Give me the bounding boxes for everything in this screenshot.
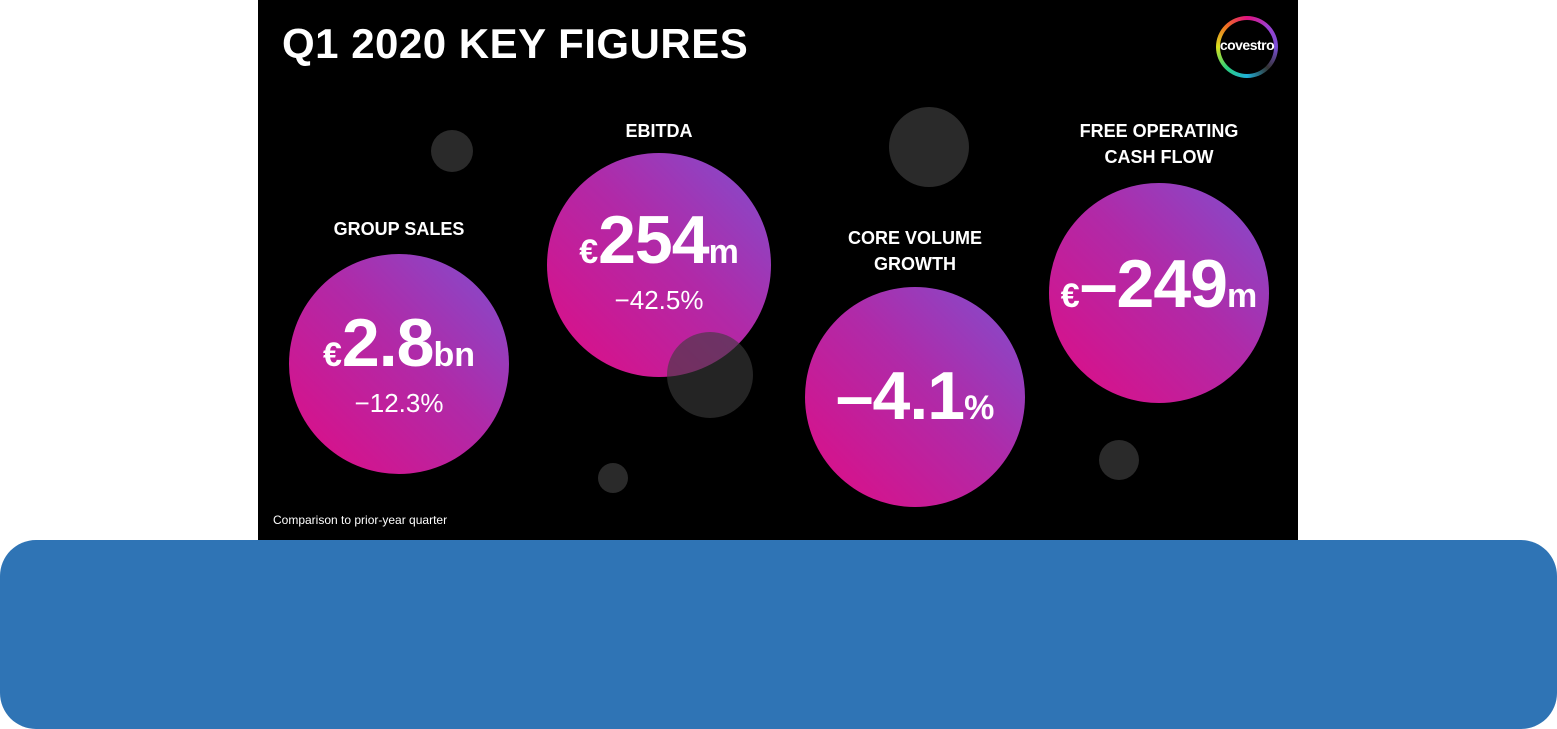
decorative-dot <box>667 332 753 418</box>
decorative-dot <box>889 107 969 187</box>
group-sales-change: −12.3% <box>354 388 444 418</box>
ebitda-value: 254 <box>598 202 709 278</box>
blue-panel <box>0 540 1557 729</box>
slide-title: Q1 2020 KEY FIGURES <box>282 20 749 67</box>
ebitda-label: EBITDA <box>625 121 693 141</box>
decorative-dot <box>598 463 628 493</box>
core-volume-growth-label: CORE VOLUME GROWTH <box>847 228 982 274</box>
group-sales-value: 2.8 <box>341 305 435 381</box>
decorative-dot <box>431 130 473 172</box>
currency: € <box>323 336 342 374</box>
core-volume-growth-value: –4.1 <box>835 358 965 434</box>
unit: bn <box>433 336 475 374</box>
unit: m <box>708 233 739 271</box>
group-sales-label: GROUP SALES <box>333 219 465 239</box>
ebitda-bubble: €254 m −42.5% <box>547 153 771 377</box>
decorative-dot <box>1099 440 1139 480</box>
unit: % <box>964 389 995 427</box>
focf-bubble: € –249 m <box>1049 183 1269 403</box>
group-sales-bubble: €2.8 bn −12.3% <box>289 254 509 474</box>
ebitda-change: −42.5% <box>614 285 704 315</box>
focf-value: –249 <box>1079 246 1228 322</box>
currency: € <box>1060 277 1080 315</box>
core-volume-growth-bubble: –4.1% <box>805 287 1025 507</box>
covestro-logo: covestro <box>1216 16 1278 78</box>
focf-label: FREE OPERATING CASH FLOW <box>1079 121 1239 167</box>
slide: Q1 2020 KEY FIGURES covestro GROUP SALES… <box>258 0 1298 540</box>
logo-text: covestro <box>1219 37 1275 53</box>
unit: m <box>1226 277 1258 315</box>
currency: € <box>579 233 599 271</box>
footnote: Comparison to prior-year quarter <box>273 513 448 527</box>
